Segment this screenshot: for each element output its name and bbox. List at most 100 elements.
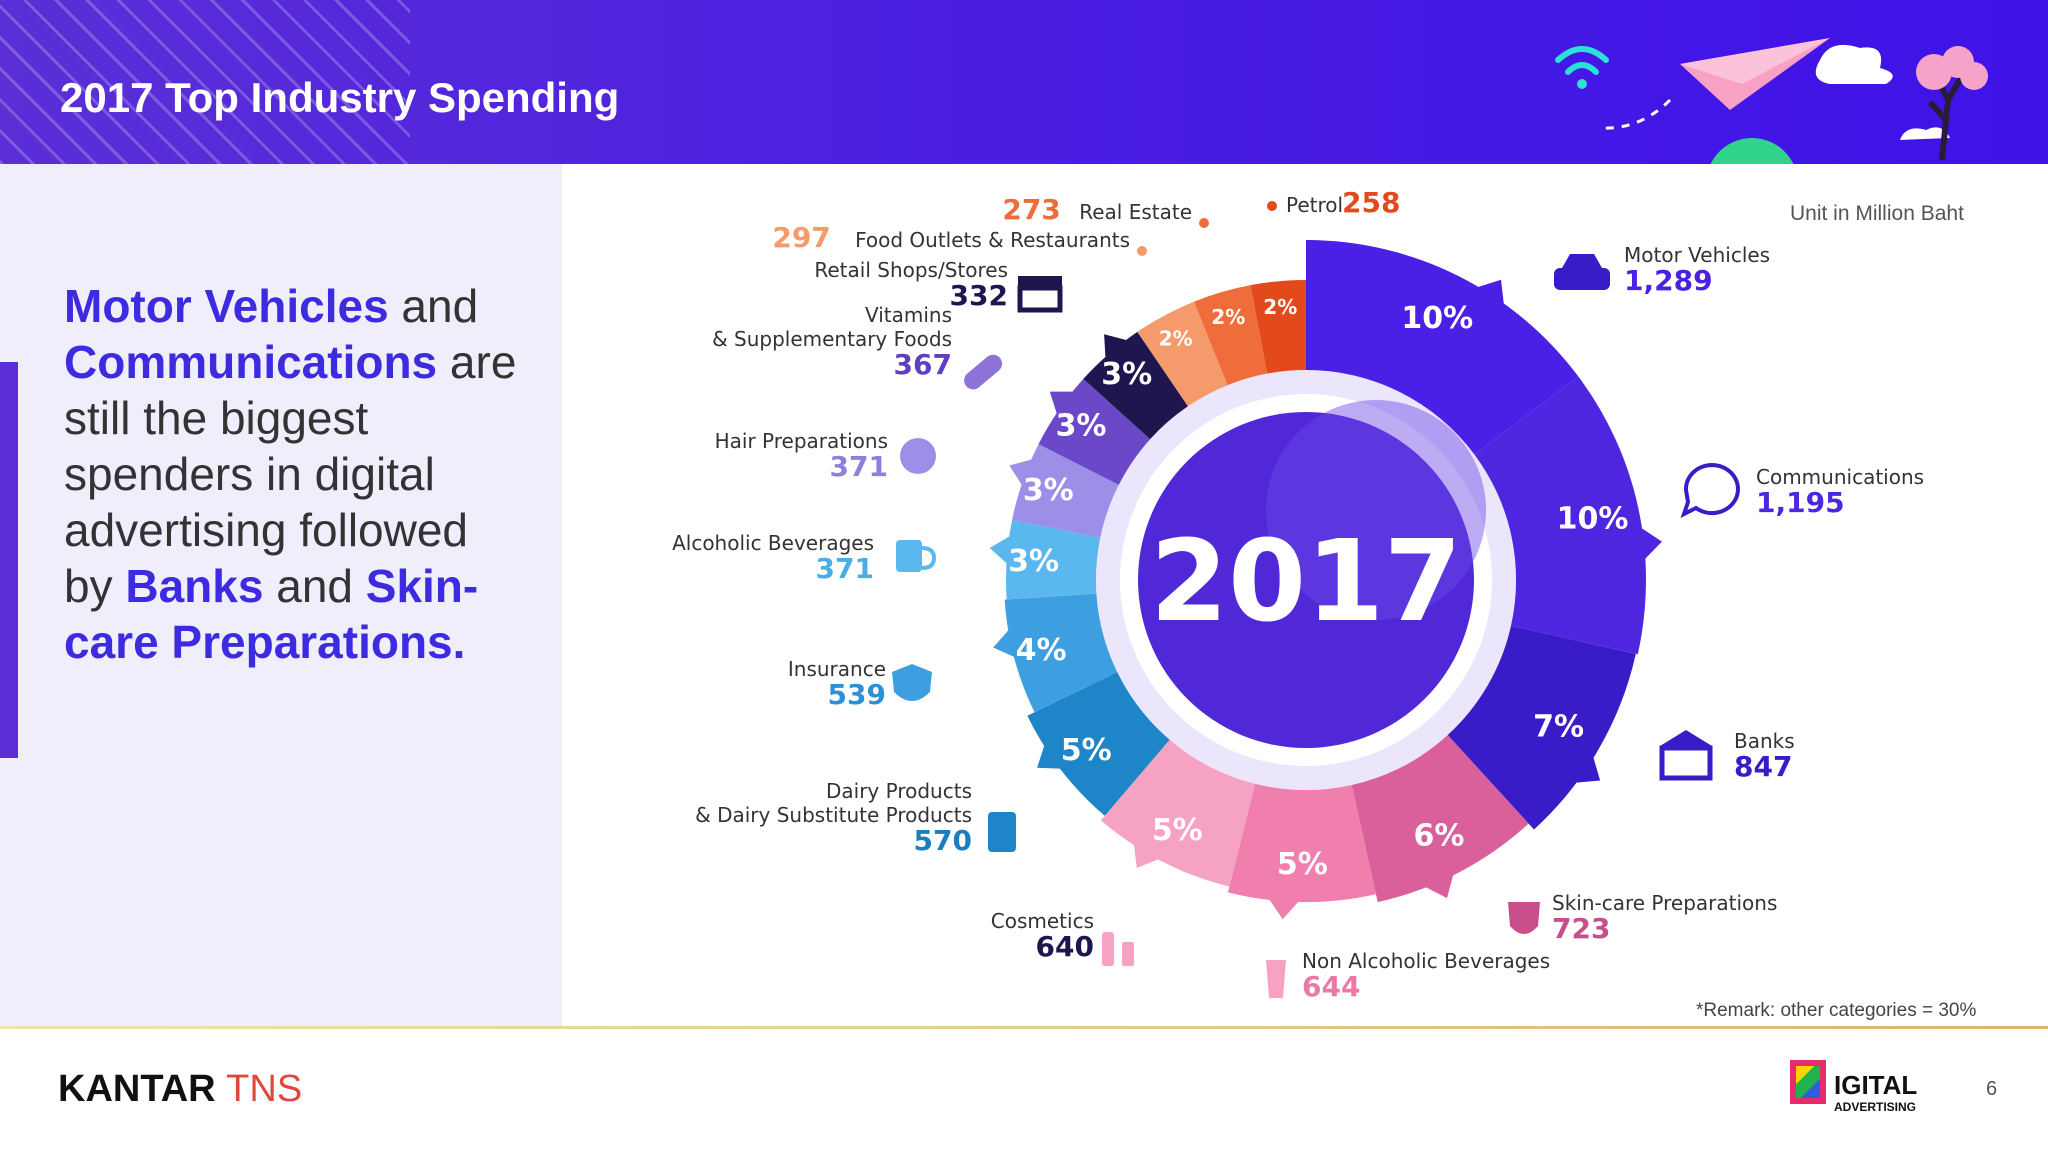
slice-pointer bbox=[1009, 458, 1034, 487]
pie-slice bbox=[1027, 671, 1170, 816]
cloud-icon bbox=[1815, 44, 1893, 84]
daat-logo-subtext: ADVERTISING bbox=[1834, 1100, 1917, 1114]
beer-mug-icon bbox=[896, 540, 937, 572]
woman-head-icon bbox=[900, 438, 936, 474]
slice-pointer bbox=[1573, 755, 1601, 783]
pie-slice bbox=[1250, 280, 1306, 374]
category-label: Insurance bbox=[788, 657, 886, 681]
kantar-logo: KANTAR TNS bbox=[58, 1068, 302, 1111]
pill-icon bbox=[964, 354, 1003, 390]
value-label: 273 bbox=[1002, 193, 1060, 226]
pie-slice bbox=[1004, 593, 1118, 713]
headline-and-2: and bbox=[263, 560, 366, 612]
daat-logo-text: IGITAL bbox=[1834, 1070, 1918, 1100]
wifi-icon bbox=[1555, 46, 1609, 75]
percent-label: 6% bbox=[1413, 818, 1464, 853]
value-label: 723 bbox=[1552, 912, 1610, 945]
category-label: Banks bbox=[1734, 729, 1795, 753]
percent-label: 5% bbox=[1152, 813, 1203, 848]
footer-divider bbox=[0, 1026, 2048, 1029]
dot-icon bbox=[1199, 218, 1209, 228]
value-label: 847 bbox=[1734, 750, 1792, 783]
value-label: 640 bbox=[1036, 930, 1094, 963]
slice-pointer bbox=[1475, 279, 1505, 307]
remark-note: *Remark: other categories = 30% bbox=[1696, 1000, 1977, 1021]
pie-slice bbox=[1012, 444, 1119, 538]
slice-pointer bbox=[1104, 334, 1129, 360]
headline-text: Motor Vehicles and Communications are st… bbox=[64, 278, 524, 670]
headline-communications: Communications bbox=[64, 336, 438, 388]
pie-slice bbox=[1306, 240, 1579, 455]
category-label: Dairy Products bbox=[826, 779, 972, 803]
headline-mid: are still the biggest spenders in digita… bbox=[64, 336, 517, 612]
kantar-logo-accent: TNS bbox=[226, 1068, 303, 1110]
slice-pointer bbox=[989, 535, 1012, 565]
banner-illustration bbox=[1555, 38, 1988, 164]
value-label: 1,195 bbox=[1756, 486, 1845, 519]
value-label: 371 bbox=[830, 450, 888, 483]
dot-icon bbox=[1137, 246, 1147, 256]
dot-icon bbox=[1267, 201, 1277, 211]
unit-note: Unit in Million Baht bbox=[1790, 202, 1964, 225]
slice-pointer bbox=[1133, 842, 1161, 868]
category-label: Retail Shops/Stores bbox=[814, 258, 1008, 282]
value-label: 367 bbox=[894, 348, 952, 381]
pie-slice bbox=[1474, 376, 1646, 655]
store-icon bbox=[1017, 276, 1063, 313]
category-label: Petrol bbox=[1286, 193, 1343, 217]
slice-pointer bbox=[1423, 872, 1454, 899]
pie-slice bbox=[1227, 783, 1377, 903]
value-label: 371 bbox=[816, 552, 874, 585]
center-highlight bbox=[1266, 400, 1486, 620]
pie-slice bbox=[1137, 301, 1228, 407]
cloud-icon-2 bbox=[1900, 127, 1950, 140]
category-label: Motor Vehicles bbox=[1624, 243, 1770, 267]
tree-icon bbox=[1916, 46, 1988, 161]
car-icon bbox=[1554, 254, 1610, 290]
percent-label: 2% bbox=[1159, 327, 1193, 351]
pie-slice bbox=[1006, 519, 1101, 600]
percent-label: 2% bbox=[1263, 295, 1297, 319]
value-label: 297 bbox=[772, 221, 830, 254]
speech-bubble-icon bbox=[1680, 463, 1740, 518]
page-number: 6 bbox=[1986, 1078, 1998, 1100]
value-label: 570 bbox=[914, 824, 972, 857]
percent-label: 4% bbox=[1016, 633, 1067, 668]
value-label: 258 bbox=[1342, 186, 1400, 219]
headline-skincare: Skin-care Preparations. bbox=[64, 560, 479, 668]
slice-pointer bbox=[1639, 526, 1662, 561]
center-year-label: 2017 bbox=[1150, 517, 1462, 647]
daat-logo: IGITAL ADVERTISING bbox=[1790, 1056, 1920, 1126]
mask-icon bbox=[1508, 902, 1540, 934]
category-label: Alcoholic Beverages bbox=[672, 531, 874, 555]
sun-icon bbox=[1710, 138, 1794, 164]
bank-icon bbox=[1659, 730, 1713, 781]
category-label: & Dairy Substitute Products bbox=[695, 803, 972, 827]
percent-label: 3% bbox=[1008, 544, 1059, 579]
value-label: 332 bbox=[950, 279, 1008, 312]
category-label: Cosmetics bbox=[991, 909, 1094, 933]
title-banner: 2017 Top Industry Spending bbox=[0, 0, 2048, 164]
percent-label: 5% bbox=[1277, 847, 1328, 882]
category-label: Real Estate bbox=[1079, 200, 1192, 224]
pie-slice bbox=[1351, 735, 1529, 903]
center-disc bbox=[1138, 412, 1474, 748]
banner-stripes bbox=[0, 0, 410, 164]
value-label: 1,289 bbox=[1624, 264, 1713, 297]
headline-and-1: and bbox=[388, 280, 479, 332]
headline-motor: Motor Vehicles bbox=[64, 280, 389, 332]
pie-slice bbox=[1038, 378, 1151, 485]
percent-label: 2% bbox=[1211, 305, 1245, 329]
category-label: Communications bbox=[1756, 465, 1924, 489]
shield-icon bbox=[892, 664, 932, 701]
category-label: Vitamins bbox=[865, 303, 952, 327]
pie-slice bbox=[1447, 625, 1636, 830]
milk-carton-icon bbox=[988, 812, 1016, 852]
slice-pointer bbox=[1268, 897, 1301, 920]
category-label: Hair Preparations bbox=[715, 429, 888, 453]
slide-title: 2017 Top Industry Spending bbox=[60, 74, 620, 121]
value-label: 644 bbox=[1302, 970, 1360, 1003]
slice-pointer bbox=[993, 628, 1017, 658]
percent-label: 5% bbox=[1061, 733, 1112, 768]
left-panel bbox=[0, 164, 562, 1026]
